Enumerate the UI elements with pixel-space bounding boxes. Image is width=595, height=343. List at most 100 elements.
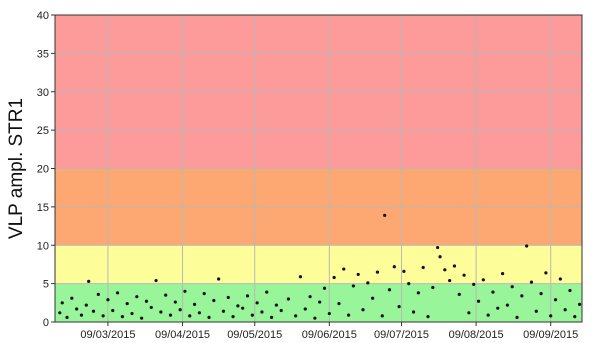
x-axis: 09/03/2015 09/04/2015 09/05/2015 09/06/2015… xyxy=(80,322,578,341)
data-point xyxy=(149,305,153,310)
data-point xyxy=(308,295,312,299)
y-tick-label: 10 xyxy=(37,240,49,252)
y-tick-label: 40 xyxy=(37,10,49,22)
data-point xyxy=(96,292,100,296)
data-point xyxy=(534,309,538,313)
y-tick-label: 35 xyxy=(37,48,49,60)
data-point xyxy=(286,297,291,301)
data-point xyxy=(371,296,375,300)
data-point xyxy=(416,291,420,295)
x-tick-label: 09/09/2015 xyxy=(523,329,578,341)
data-point xyxy=(361,308,365,312)
x-tick-label: 09/04/2015 xyxy=(155,329,210,341)
data-point xyxy=(178,308,182,312)
data-point xyxy=(462,273,466,277)
data-point xyxy=(431,285,435,290)
data-point xyxy=(529,280,534,284)
data-point xyxy=(544,271,548,275)
data-point xyxy=(383,213,387,217)
data-point xyxy=(346,313,351,317)
data-point xyxy=(500,272,505,276)
data-point xyxy=(457,292,461,296)
data-point xyxy=(106,298,110,302)
data-point xyxy=(101,314,105,318)
data-point xyxy=(318,300,322,304)
data-point xyxy=(183,289,187,293)
alert-band-1 xyxy=(55,245,582,284)
data-point xyxy=(436,245,440,250)
data-point xyxy=(452,264,457,268)
data-point xyxy=(60,301,64,305)
data-point xyxy=(380,314,384,318)
data-point xyxy=(486,313,490,317)
data-point xyxy=(467,311,471,315)
data-point xyxy=(188,314,192,318)
data-point xyxy=(515,315,519,319)
data-point xyxy=(87,279,91,283)
data-point xyxy=(168,313,173,317)
data-point xyxy=(111,308,115,313)
data-point xyxy=(250,313,254,317)
data-point xyxy=(231,315,235,319)
data-point xyxy=(164,293,168,297)
data-point xyxy=(392,265,396,269)
data-point xyxy=(192,302,197,306)
data-point xyxy=(558,277,562,281)
data-point xyxy=(351,284,355,288)
data-point xyxy=(491,290,495,294)
data-point xyxy=(202,292,206,296)
data-point xyxy=(448,278,452,283)
data-point xyxy=(154,278,158,283)
data-point xyxy=(245,294,250,298)
data-point xyxy=(375,270,380,274)
data-point xyxy=(472,282,476,286)
data-point xyxy=(265,290,269,294)
data-point xyxy=(438,255,442,259)
data-point xyxy=(236,304,240,308)
x-tick-label: 09/05/2015 xyxy=(227,329,282,341)
data-point xyxy=(332,275,336,280)
data-point xyxy=(84,303,88,307)
x-tick-label: 09/06/2015 xyxy=(302,329,357,341)
data-point xyxy=(75,307,79,311)
y-tick-label: 20 xyxy=(37,164,49,176)
data-point xyxy=(563,308,567,312)
data-point xyxy=(79,313,84,317)
data-point xyxy=(327,311,331,316)
y-tick-label: 0 xyxy=(43,317,49,329)
data-point xyxy=(115,291,120,295)
data-point xyxy=(525,244,529,248)
data-point xyxy=(274,303,278,307)
data-point xyxy=(135,295,139,299)
y-axis-title: VLP ampl. STR1 xyxy=(6,98,27,239)
x-tick-label: 09/08/2015 xyxy=(449,329,504,341)
y-tick-label: 15 xyxy=(37,202,49,214)
y-tick-label: 5 xyxy=(43,279,49,291)
data-point xyxy=(402,269,406,273)
data-point xyxy=(510,285,514,289)
data-point xyxy=(125,301,129,306)
data-point xyxy=(553,298,558,302)
data-point xyxy=(120,315,124,319)
data-point xyxy=(58,311,62,315)
data-point xyxy=(520,294,524,298)
data-point xyxy=(298,275,303,279)
y-tick-label: 30 xyxy=(37,87,49,99)
data-point xyxy=(426,315,430,319)
x-tick-label: 09/03/2015 xyxy=(80,329,135,341)
data-point xyxy=(539,292,543,296)
data-point xyxy=(91,309,96,313)
data-point xyxy=(443,268,447,272)
data-point xyxy=(356,272,360,277)
data-point xyxy=(140,316,144,320)
y-tick-label: 25 xyxy=(37,125,49,137)
data-point xyxy=(337,301,341,306)
data-point xyxy=(568,288,572,293)
data-point xyxy=(573,315,577,319)
data-point xyxy=(342,267,346,271)
data-point xyxy=(476,299,481,303)
data-point xyxy=(241,306,245,310)
data-point xyxy=(221,309,226,313)
data-point xyxy=(255,301,259,305)
